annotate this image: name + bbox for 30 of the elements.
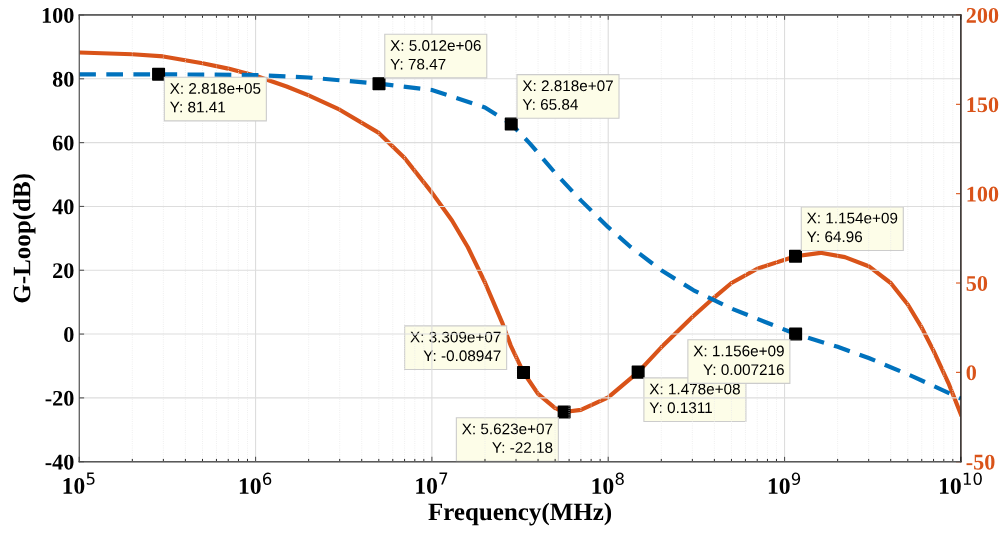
data-label: X: 1.478e+08 Y: 0.1311: [649, 383, 740, 414]
y-tick-label: 80: [52, 71, 74, 87]
x-tick-label: 10$^{6}$: [239, 472, 272, 495]
y2-tick-label: 150: [967, 97, 999, 113]
y2-tick-label: -50: [966, 454, 995, 470]
x-tick-label: 10$^{5}$: [63, 472, 95, 494]
y-tick-label: 20: [53, 263, 74, 279]
y2-tick-label: 50: [966, 275, 988, 291]
y-tick-label: 0: [64, 327, 74, 342]
y-tick-label: -20: [45, 390, 74, 406]
y-tick-label: 60: [52, 135, 74, 151]
y2-tick-label: 0: [966, 365, 976, 381]
y2-tick-label: 100: [967, 186, 999, 202]
x-tick-label: 10$^{8}$: [592, 472, 624, 495]
data-label: X: 5.012e+06 Y: 78.47: [390, 40, 481, 70]
x-axis-title: Frequency(MHz): [428, 502, 612, 526]
data-label: X: 1.156e+09 Y: 0.007216: [693, 345, 784, 376]
y-tick-label: 40: [52, 199, 74, 215]
y-tick-label: 100: [42, 7, 74, 23]
y2-tick-label: 200: [966, 7, 999, 23]
data-label: X: 1.154e+09 Y: 64.96: [806, 212, 898, 243]
x-tick-label: 10$^{7}$: [416, 472, 448, 494]
x-tick-label: 10$^{9}$: [768, 472, 801, 495]
data-label: X: 5.623e+07 Y: -22.18: [462, 423, 553, 453]
y-tick-label: -40: [45, 454, 74, 470]
data-label: X: 3.309e+07 Y: -0.08947: [410, 331, 501, 362]
y-axis-title: G-Loop(dB): [12, 174, 36, 303]
data-label: X: 2.818e+07 Y: 65.84: [522, 80, 613, 110]
data-label: X: 2.818e+05 Y: 81.41: [170, 83, 261, 113]
x-tick-label: 10$^{10}$: [939, 472, 982, 495]
